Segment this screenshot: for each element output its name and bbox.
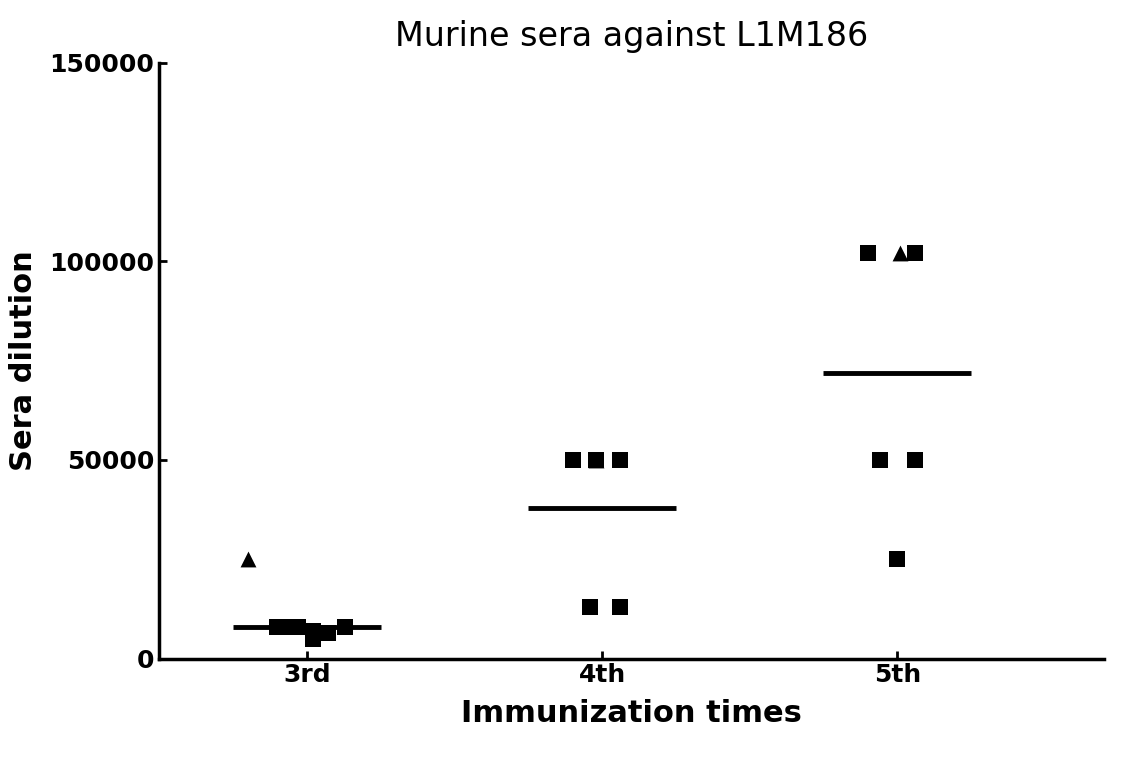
Point <box>587 454 605 466</box>
Point <box>891 247 909 260</box>
Point <box>304 633 322 645</box>
Point <box>888 553 906 565</box>
Point <box>871 454 889 466</box>
Point <box>906 454 924 466</box>
Point <box>563 454 582 466</box>
Point <box>906 247 924 260</box>
Point <box>239 553 257 565</box>
Point <box>319 626 337 639</box>
Point <box>283 620 302 633</box>
Point <box>611 601 629 613</box>
Point <box>289 620 307 633</box>
Point <box>269 620 287 633</box>
Point <box>587 454 605 466</box>
Title: Murine sera against L1M186: Murine sera against L1M186 <box>395 20 868 53</box>
Point <box>304 625 322 637</box>
Point <box>582 601 600 613</box>
X-axis label: Immunization times: Immunization times <box>461 699 802 728</box>
Point <box>336 620 354 633</box>
Y-axis label: Sera dilution: Sera dilution <box>9 250 39 471</box>
Point <box>611 454 629 466</box>
Point <box>858 247 876 260</box>
